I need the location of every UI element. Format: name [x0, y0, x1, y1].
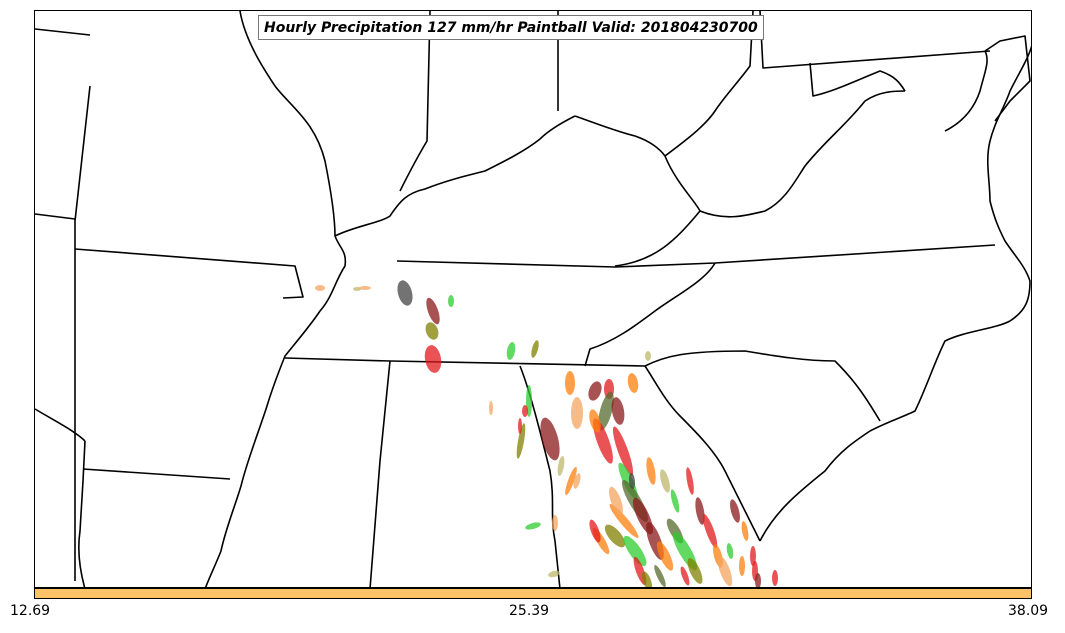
paintball-cell [552, 515, 558, 531]
map-panel[interactable] [34, 10, 1032, 588]
paintball-cell [612, 426, 634, 476]
boundary-pennsylvania-maryland [759, 11, 991, 69]
boundary-kentucky-tennessee-virginia-northcarolina [396, 244, 996, 268]
paintball-cell [702, 514, 718, 548]
paintball-cell [557, 456, 565, 476]
paintball-cell [645, 351, 651, 361]
map-title: Hourly Precipitation 127 mm/hr Paintball… [258, 15, 764, 40]
paintball-cell [426, 297, 440, 325]
boundary-mississippi-alabama [369, 360, 391, 587]
paintball-cell [686, 467, 694, 495]
paintball-cell [687, 558, 703, 584]
paintball-cell [489, 401, 493, 415]
paintball-cell [726, 543, 734, 559]
chesapeake-bay [944, 50, 988, 132]
paintball-cell [598, 391, 614, 431]
paintball-cell [670, 489, 680, 513]
paintball-cell [730, 499, 740, 523]
paintball-cell [750, 546, 756, 566]
paintball-cell [531, 340, 539, 358]
paintball-cell [739, 556, 745, 576]
mississippi-river [204, 11, 347, 587]
paintball-cell [588, 381, 602, 401]
paintball-cell [548, 570, 560, 578]
boundary-virginia-westvirginia [699, 90, 906, 218]
paintball-cell [565, 371, 575, 395]
paintball-cell [741, 521, 749, 541]
paintball-cell [589, 519, 601, 543]
paintball-cell [425, 322, 439, 340]
state-boundaries [35, 11, 1031, 587]
boundary-kentucky-ohio [574, 115, 666, 157]
paintball-cell [641, 571, 653, 587]
boundary-northcarolina-southcarolina [644, 350, 881, 422]
paintball-cell [540, 417, 560, 461]
paintball-cell [717, 555, 733, 587]
paintball-cell [522, 405, 528, 417]
paintball-cell [656, 541, 674, 571]
paintball-cell [604, 524, 626, 548]
boundary-texas-oklahoma [35, 408, 86, 442]
boundary-georgia-southcarolina [644, 365, 761, 542]
map-canvas [35, 11, 1031, 587]
paintball-cell [623, 535, 647, 567]
precipitation-paintball [315, 280, 778, 587]
boundary-kansas-oklahoma [35, 213, 76, 220]
paintball-cell [448, 295, 454, 307]
paintball-cell [315, 285, 325, 291]
paintball-cell [518, 418, 522, 434]
boundary-missouri-kansas [74, 85, 91, 581]
boundary-illinois-indiana [399, 11, 431, 192]
paintball-cell [397, 280, 413, 306]
boundary-ohio-westvirginia [664, 11, 754, 157]
paintball-cell [695, 497, 705, 525]
paintball-cell [506, 342, 516, 360]
paintball-cell [611, 397, 625, 425]
boundary-iowa-missouri [35, 28, 91, 36]
delaware-maryland-border [984, 35, 1031, 122]
paintball-cell [627, 373, 639, 393]
paintball-cell [359, 286, 371, 290]
paintball-cell [525, 522, 541, 530]
boundary-tennessee-northcarolina [584, 262, 716, 367]
paintball-cell [424, 345, 442, 373]
boundary-missouri-arkansas [74, 248, 304, 299]
boundary-texas-louisiana [78, 440, 86, 587]
paintball-cell [772, 570, 778, 586]
paintball-cell [755, 573, 761, 587]
ohio-river [334, 115, 576, 237]
boundary-alabama-georgia [519, 365, 561, 587]
paintball-cell [609, 486, 623, 516]
paintball-cell [516, 423, 526, 459]
paintball-cell [660, 469, 670, 493]
boundary-arkansas-louisiana [82, 468, 231, 480]
atlantic-coastline [759, 45, 1031, 542]
paintball-cell [571, 397, 583, 429]
colorbar [34, 588, 1032, 599]
colorbar-tick-right: 38.09 [1008, 603, 1049, 619]
boundary-maryland-westvirginia [809, 62, 906, 97]
paintball-cell [680, 566, 690, 586]
boundary-tennessee-south [284, 357, 646, 367]
colorbar-tick-middle: 25.39 [509, 603, 550, 619]
paintball-cell [565, 466, 577, 496]
paintball-cell [654, 565, 666, 587]
paintball-cell [573, 473, 581, 489]
paintball-cell [646, 457, 656, 485]
paintball-cell [628, 473, 636, 489]
colorbar-tick-left: 12.69 [10, 603, 51, 619]
paintball-cell [589, 409, 601, 433]
boundary-kentucky-westvirginia [614, 155, 701, 267]
